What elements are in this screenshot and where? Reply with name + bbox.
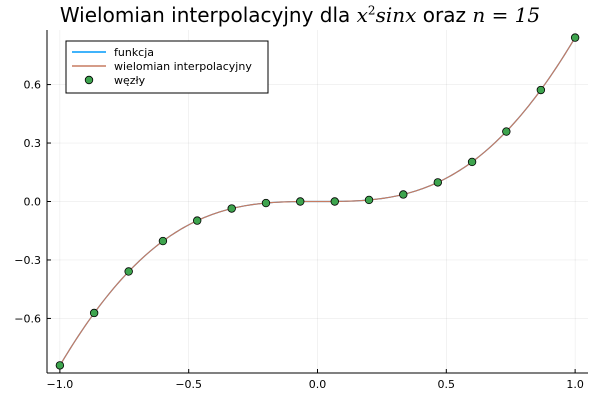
x-tick-label-2: 0.0 bbox=[309, 378, 327, 391]
node-point-13 bbox=[502, 127, 511, 136]
title-expr-base: x bbox=[356, 3, 368, 27]
x-tick-label-3: 0.5 bbox=[438, 378, 456, 391]
legend-box bbox=[65, 40, 269, 94]
title-n-expression: n = 15 bbox=[472, 3, 541, 27]
title-expr-exponent: 2 bbox=[367, 3, 376, 18]
node-point-14 bbox=[536, 85, 546, 95]
node-point-2 bbox=[124, 267, 133, 276]
y-tick-label-2: 0.0 bbox=[24, 196, 42, 209]
title-expr-rest: sinx bbox=[375, 3, 417, 27]
chart-title: Wielomian interpolacyjny dla x2sinx oraz… bbox=[0, 3, 600, 27]
series-line-1 bbox=[59, 37, 576, 366]
node-point-7 bbox=[296, 197, 305, 206]
legend-label-0: funkcja bbox=[114, 46, 154, 59]
node-point-5 bbox=[227, 204, 236, 213]
legend-label-2: węzły bbox=[114, 74, 146, 87]
x-tick-label-4: 1.0 bbox=[566, 378, 584, 391]
node-point-1 bbox=[89, 308, 99, 318]
title-expression: x2sinx bbox=[357, 3, 417, 27]
y-tick-label-0: −0.6 bbox=[14, 312, 41, 325]
x-tick-label-1: −0.5 bbox=[175, 378, 202, 391]
y-tick-label-1: −0.3 bbox=[14, 254, 41, 267]
node-point-0 bbox=[55, 361, 65, 370]
title-middle: oraz bbox=[416, 3, 473, 27]
y-tick-label-3: 0.3 bbox=[24, 137, 42, 150]
node-point-10 bbox=[399, 190, 408, 199]
legend-label-1: wielomian interpolacyjny bbox=[114, 60, 252, 73]
title-prefix: Wielomian interpolacyjny dla bbox=[59, 3, 357, 27]
legend-swatch-2 bbox=[84, 75, 94, 85]
node-point-3 bbox=[158, 236, 168, 246]
x-tick-label-0: −1.0 bbox=[47, 378, 74, 391]
node-point-8 bbox=[330, 197, 339, 206]
node-point-4 bbox=[192, 216, 202, 225]
node-point-12 bbox=[467, 157, 477, 167]
node-point-15 bbox=[570, 33, 580, 42]
y-tick-label-4: 0.6 bbox=[24, 79, 42, 92]
node-point-9 bbox=[364, 195, 374, 205]
node-point-11 bbox=[433, 178, 443, 187]
node-point-6 bbox=[261, 198, 271, 208]
